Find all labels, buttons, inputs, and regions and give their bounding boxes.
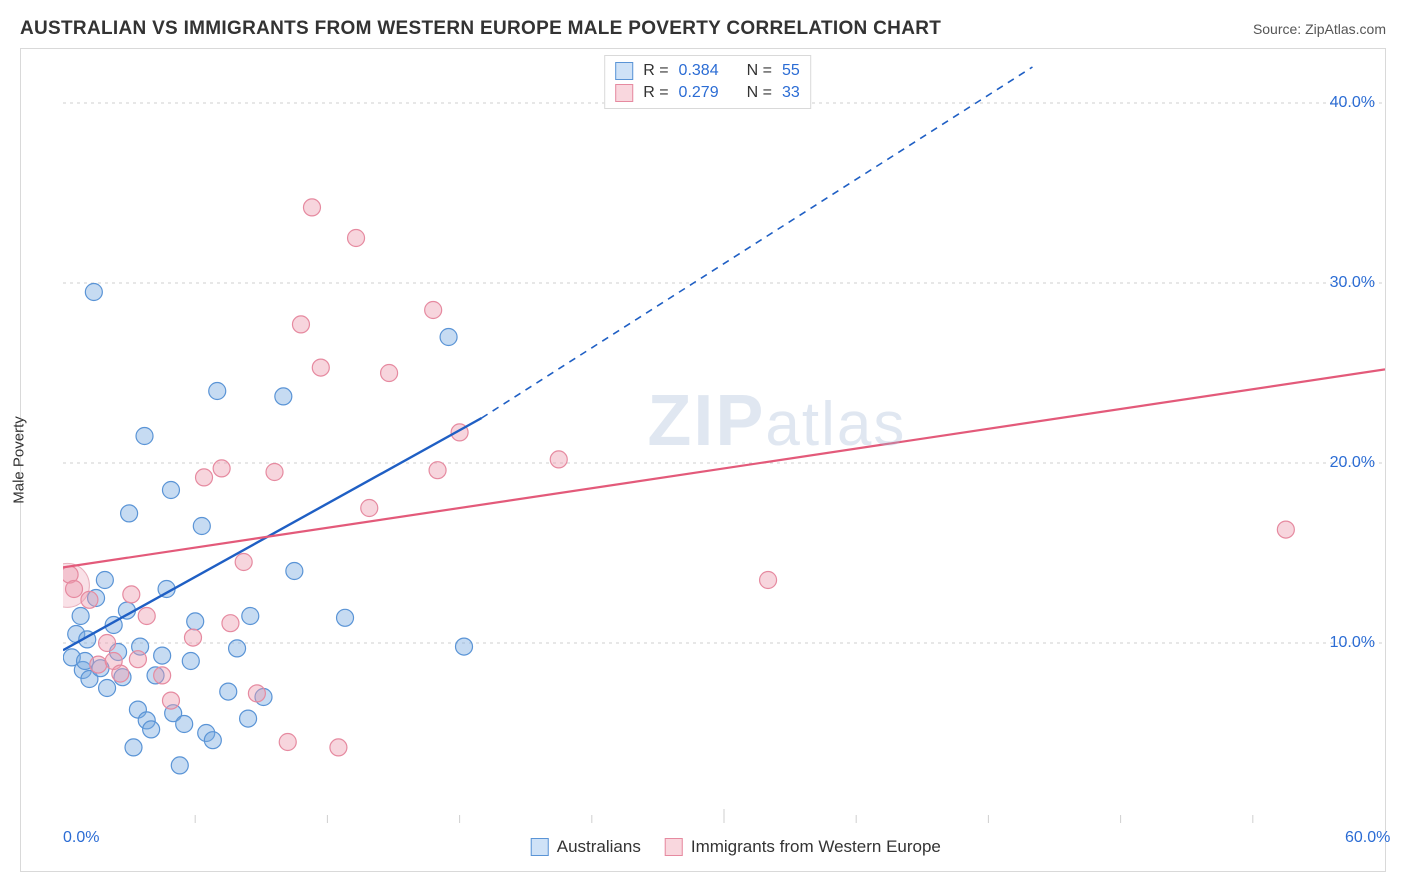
- stat-r-value: 0.279: [679, 84, 719, 102]
- chart-container: Male Poverty ZIPatlas R = 0.384 N = 55 R…: [20, 48, 1386, 872]
- y-tick-label: 30.0%: [1330, 274, 1375, 292]
- y-tick-label: 40.0%: [1330, 94, 1375, 112]
- stat-r-label: R =: [643, 62, 668, 80]
- x-tick-label: 60.0%: [1345, 829, 1390, 847]
- y-tick-label: 10.0%: [1330, 634, 1375, 652]
- plot-area: ZIPatlas R = 0.384 N = 55 R = 0.279 N = …: [63, 49, 1385, 823]
- source-label: Source: ZipAtlas.com: [1253, 21, 1386, 37]
- swatch-icon: [665, 838, 683, 856]
- series-legend: Australians Immigrants from Western Euro…: [531, 837, 941, 857]
- stat-n-label: N =: [747, 62, 772, 80]
- swatch-icon: [615, 62, 633, 80]
- chart-title: AUSTRALIAN VS IMMIGRANTS FROM WESTERN EU…: [20, 18, 941, 40]
- stat-r-label: R =: [643, 84, 668, 102]
- legend-item: Australians: [531, 837, 641, 857]
- scatter-svg: [63, 49, 1385, 823]
- x-tick-label: 0.0%: [63, 829, 99, 847]
- swatch-icon: [615, 84, 633, 102]
- stat-r-value: 0.384: [679, 62, 719, 80]
- stat-n-value: 55: [782, 62, 800, 80]
- stat-n-label: N =: [747, 84, 772, 102]
- stat-n-value: 33: [782, 84, 800, 102]
- legend-item: Immigrants from Western Europe: [665, 837, 941, 857]
- stats-legend: R = 0.384 N = 55 R = 0.279 N = 33: [604, 55, 811, 109]
- stats-row: R = 0.384 N = 55: [615, 60, 800, 82]
- y-tick-label: 20.0%: [1330, 454, 1375, 472]
- legend-label: Australians: [557, 837, 641, 857]
- y-axis-label: Male Poverty: [11, 416, 28, 504]
- legend-label: Immigrants from Western Europe: [691, 837, 941, 857]
- stats-row: R = 0.279 N = 33: [615, 82, 800, 104]
- swatch-icon: [531, 838, 549, 856]
